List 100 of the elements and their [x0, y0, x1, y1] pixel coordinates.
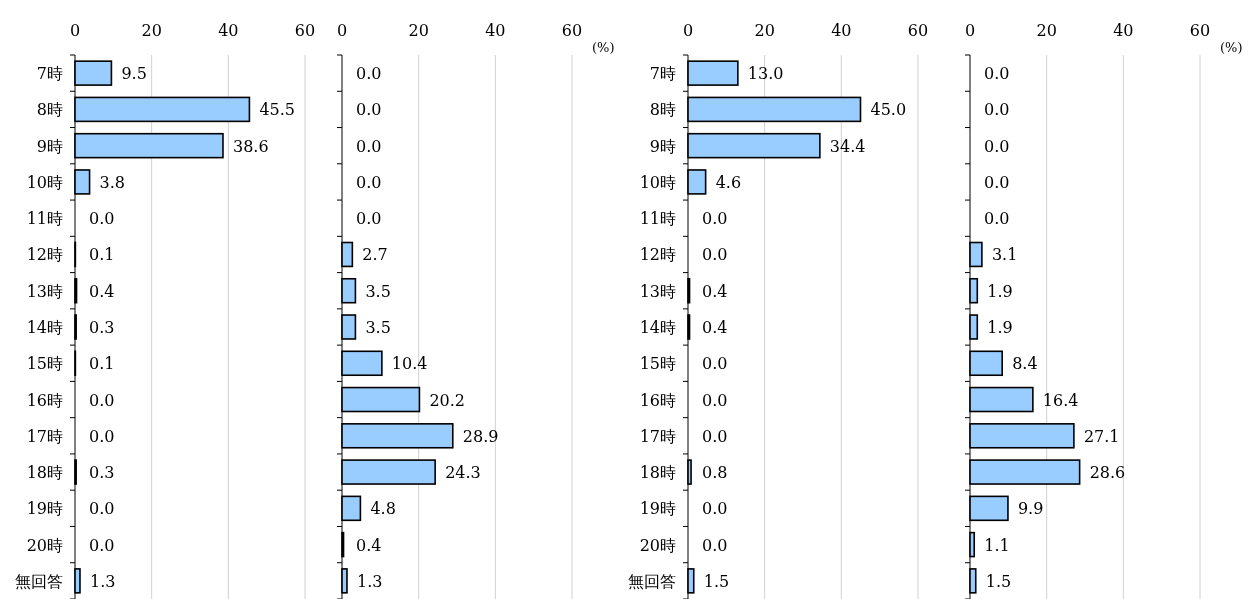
y-tick-label: 18時: [26, 463, 63, 483]
y-tick-label: 12時: [26, 245, 63, 265]
data-label: 0.0: [702, 426, 728, 446]
data-label: 0.0: [984, 100, 1010, 120]
data-label: 1.5: [985, 571, 1012, 591]
x-tick-label: 20: [754, 21, 775, 40]
x-tick-label: 60: [294, 21, 316, 40]
data-label: 0.0: [984, 64, 1010, 84]
data-label: 0.0: [356, 172, 382, 192]
y-tick-label: 19時: [26, 499, 63, 519]
y-tick-label: 12時: [639, 245, 676, 265]
data-label: 9.9: [1017, 499, 1044, 519]
data-label: 0.0: [702, 209, 728, 229]
x-tick-label: 0: [964, 21, 976, 40]
y-tick-label: 10時: [639, 172, 676, 192]
x-tick-label: 20: [1036, 21, 1057, 40]
data-label: 28.6: [1089, 463, 1126, 483]
y-tick-label: 7時: [36, 64, 63, 84]
data-label: 1.5: [703, 571, 730, 591]
x-tick-label: 60: [561, 21, 583, 40]
data-label: 0.1: [89, 245, 115, 265]
data-label: 0.0: [702, 390, 728, 410]
data-label: 28.9: [462, 426, 499, 446]
y-tick-label: 20時: [26, 535, 63, 555]
data-label: 0.0: [984, 136, 1010, 156]
y-tick-label: 16時: [26, 390, 63, 410]
data-label: 3.5: [365, 318, 391, 337]
y-tick-label: 7時: [649, 64, 676, 84]
data-label: 0.0: [702, 535, 728, 555]
data-label: 9.5: [121, 64, 147, 84]
y-tick-label: 無回答: [15, 571, 63, 591]
data-label: 0.8: [702, 463, 728, 483]
data-label: 3.5: [365, 281, 391, 301]
data-label: 0.0: [356, 100, 382, 120]
data-label: 27.1: [1083, 426, 1120, 446]
x-tick-label: 40: [485, 21, 506, 40]
y-tick-label: 9時: [36, 136, 63, 156]
data-label: 0.0: [89, 499, 115, 519]
y-tick-label: 14時: [639, 318, 676, 337]
y-tick-label: 17時: [26, 426, 63, 446]
data-label: 0.0: [89, 426, 115, 446]
data-label: 0.1: [89, 354, 115, 374]
data-label: 1.3: [356, 571, 383, 591]
data-label: 0.4: [702, 281, 728, 301]
y-tick-label: 19時: [639, 499, 676, 519]
data-label: 0.0: [702, 245, 728, 265]
y-tick-label: 8時: [36, 100, 63, 120]
data-label: 0.3: [89, 463, 115, 483]
data-label: 38.6: [232, 136, 269, 156]
y-tick-label: 無回答: [628, 571, 676, 591]
data-label: 0.0: [356, 209, 382, 229]
y-tick-label: 13時: [639, 281, 676, 301]
data-label: 0.0: [89, 209, 115, 229]
data-label: 24.3: [445, 463, 481, 483]
data-label: 10.4: [391, 354, 428, 374]
data-label: 3.8: [99, 172, 126, 192]
data-label: 1.3: [89, 571, 116, 591]
y-tick-label: 11時: [639, 209, 676, 229]
data-label: 0.0: [356, 64, 382, 84]
y-tick-label: 8時: [649, 100, 676, 120]
data-label: 0.4: [89, 281, 115, 301]
y-tick-label: 18時: [639, 463, 676, 483]
data-label: 1.9: [987, 318, 1013, 337]
x-tick-label: 20: [141, 21, 162, 40]
data-label: 8.4: [1012, 354, 1038, 374]
x-tick-label: 40: [218, 21, 239, 40]
y-tick-label: 20時: [639, 535, 676, 555]
data-label: 45.5: [259, 100, 296, 120]
y-tick-label: 17時: [639, 426, 676, 446]
x-tick-label: 0: [682, 21, 694, 40]
x-tick-label: 20: [408, 21, 429, 40]
y-tick-label: 15時: [26, 354, 63, 374]
data-label: 4.6: [715, 172, 742, 192]
data-label: 13.0: [747, 64, 784, 84]
data-label: 0.0: [702, 499, 728, 519]
y-tick-label: 13時: [26, 281, 63, 301]
y-tick-label: 16時: [639, 390, 676, 410]
data-label: 2.7: [362, 245, 388, 265]
y-tick-label: 11時: [26, 209, 63, 229]
data-label: 0.0: [984, 172, 1010, 192]
y-tick-label: 15時: [639, 354, 676, 374]
data-label: 0.0: [356, 136, 382, 156]
data-label: 0.0: [984, 209, 1010, 229]
x-axis-title: (%): [1220, 40, 1243, 55]
y-tick-label: 10時: [26, 172, 63, 192]
x-tick-label: 60: [907, 21, 929, 40]
data-label: 0.0: [89, 535, 115, 555]
data-label: 45.0: [870, 100, 907, 120]
x-tick-label: 0: [336, 21, 348, 40]
data-label: 0.0: [702, 354, 728, 374]
x-tick-label: 0: [69, 21, 81, 40]
x-tick-label: 60: [1189, 21, 1211, 40]
x-axis-title: (%): [592, 40, 615, 55]
data-label: 0.0: [89, 390, 115, 410]
x-tick-label: 40: [831, 21, 852, 40]
data-label: 0.3: [89, 318, 115, 337]
data-label: 4.8: [370, 499, 396, 519]
y-tick-label: 14時: [26, 318, 63, 337]
data-label: 16.4: [1042, 390, 1079, 410]
data-label: 34.4: [829, 136, 866, 156]
